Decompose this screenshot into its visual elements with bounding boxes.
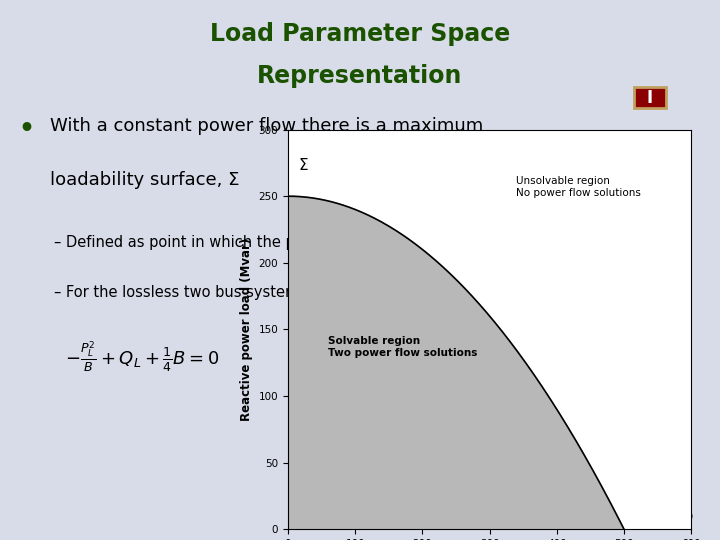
Text: Unsolvable region
No power flow solutions: Unsolvable region No power flow solution… xyxy=(516,176,642,198)
Text: I: I xyxy=(647,89,653,107)
Text: •: • xyxy=(18,117,34,141)
Text: – Defined as point in which the power flow Jacobian is singular: – Defined as point in which the power fl… xyxy=(54,234,513,249)
Y-axis label: Reactive power load (Mvar): Reactive power load (Mvar) xyxy=(240,238,253,421)
Text: Representation: Representation xyxy=(257,64,463,88)
Polygon shape xyxy=(288,196,624,529)
Text: loadability surface, Σ: loadability surface, Σ xyxy=(50,171,240,190)
Text: $-\frac{P_L^2}{B}+Q_L+\frac{1}{4}B=0$: $-\frac{P_L^2}{B}+Q_L+\frac{1}{4}B=0$ xyxy=(65,339,219,374)
Text: Load Parameter Space: Load Parameter Space xyxy=(210,22,510,46)
Text: Σ: Σ xyxy=(298,158,307,173)
Text: 16: 16 xyxy=(670,506,695,525)
Text: – For the lossless two bus system it can be determined as: – For the lossless two bus system it can… xyxy=(54,285,479,300)
Text: Solvable region
Two power flow solutions: Solvable region Two power flow solutions xyxy=(328,336,477,357)
Bar xyxy=(634,87,666,108)
Text: With a constant power flow there is a maximum: With a constant power flow there is a ma… xyxy=(50,117,484,135)
